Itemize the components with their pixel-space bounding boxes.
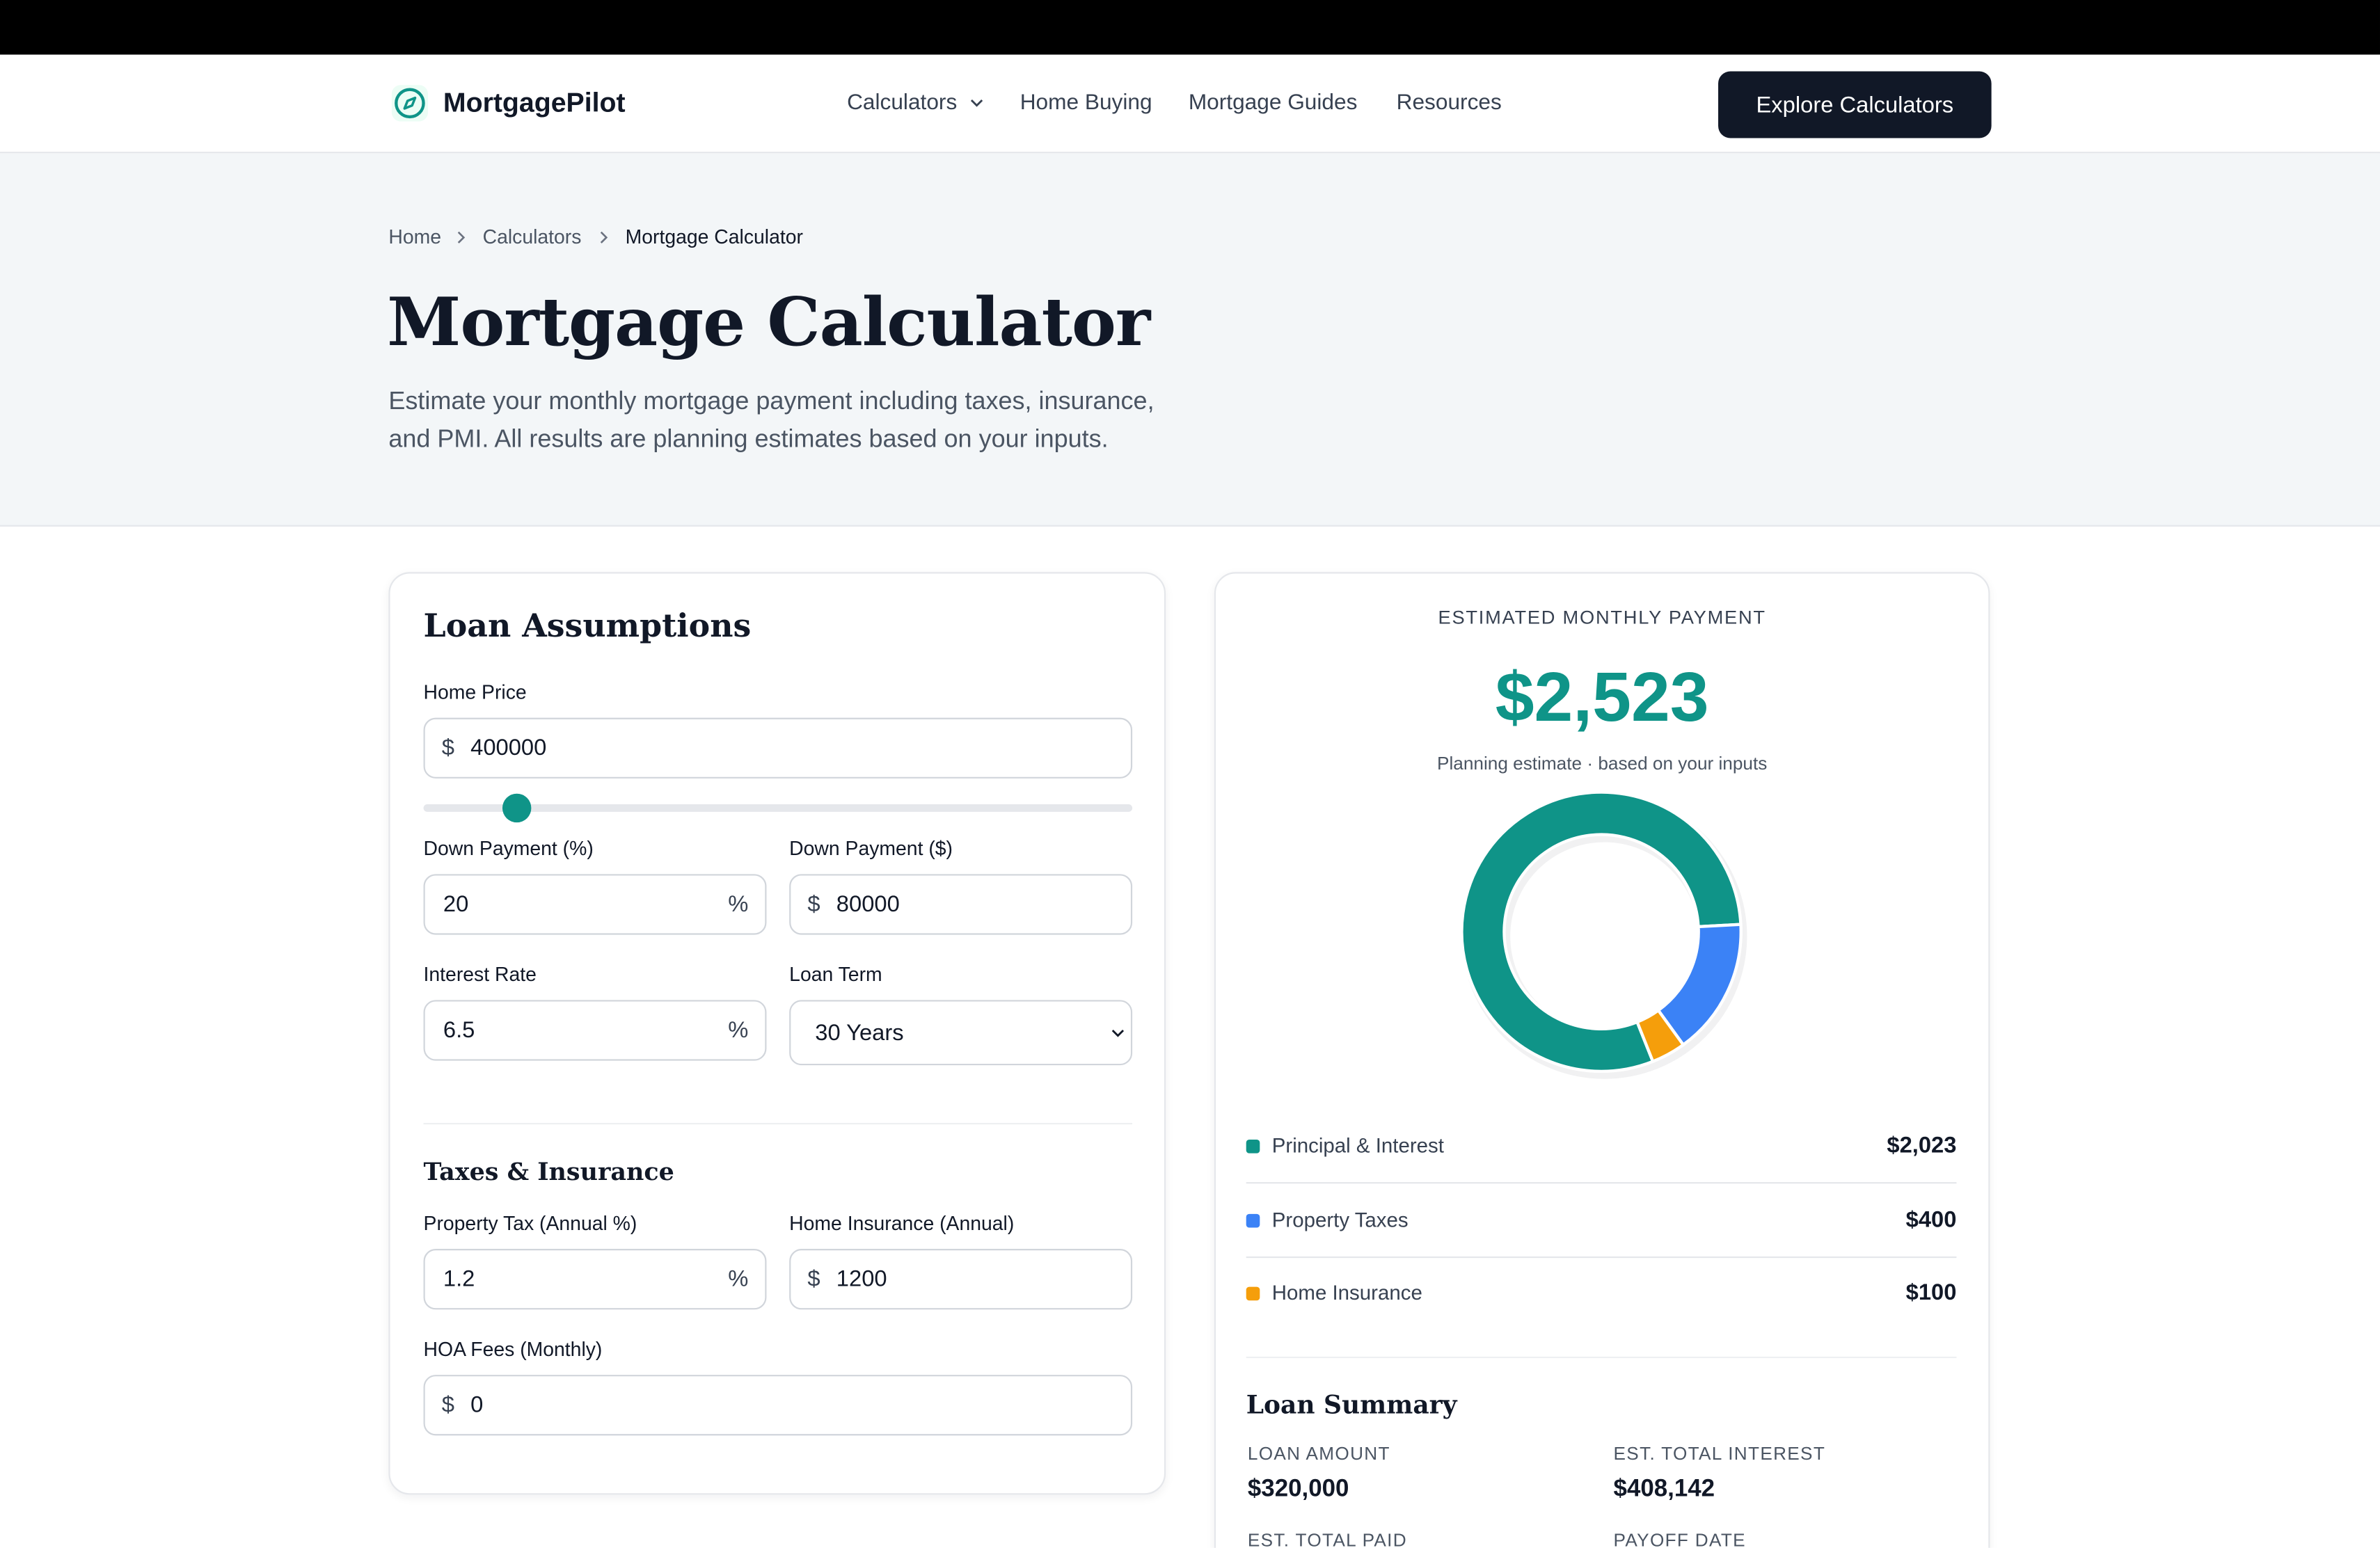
input-prefix: $ <box>441 1392 454 1419</box>
description: and PMI. All results are planning estima… <box>388 425 1109 454</box>
field-label: Interest Rate <box>423 962 537 986</box>
breadcrumb-link[interactable]: Home <box>388 225 442 248</box>
legend-row: Home Insurance $100 <box>1246 1256 1957 1330</box>
cta-button[interactable]: Explore Calculators <box>1718 71 1992 138</box>
input-value: 6.5 <box>443 1017 475 1044</box>
input-prefix: $ <box>807 891 820 918</box>
summary-label: EST. TOTAL INTEREST <box>1613 1443 1826 1465</box>
summary-label: LOAN AMOUNT <box>1247 1443 1390 1465</box>
result-label: ESTIMATED MONTHLY PAYMENT <box>1438 607 1766 628</box>
brand[interactable]: MortgagePilot <box>443 87 626 118</box>
input-value: 80000 <box>836 891 900 918</box>
summary-label: EST. TOTAL PAID <box>1247 1529 1407 1548</box>
field-label: Down Payment (%) <box>423 836 594 860</box>
input-value: 1.2 <box>443 1266 475 1293</box>
summary-value: $408,142 <box>1613 1476 1715 1503</box>
input-value: 0 <box>470 1392 484 1419</box>
description: Estimate your monthly mortgage payment i… <box>388 388 1155 415</box>
text-input[interactable]: $0 <box>423 1375 1133 1436</box>
field-label: Loan Term <box>789 962 882 986</box>
text-input[interactable]: 6.5% <box>423 1000 767 1061</box>
legend-value: $100 <box>1905 1279 1957 1306</box>
result-note: Planning estimate · based on your inputs <box>1437 752 1768 774</box>
input-value: 20 <box>443 891 469 918</box>
input-suffix: % <box>728 1266 749 1293</box>
input-value: 30 Years <box>815 1019 904 1046</box>
result-amount: $2,523 <box>1495 657 1709 736</box>
input-suffix: % <box>728 891 749 918</box>
legend-label: Principal & Interest <box>1271 1134 1444 1158</box>
page-title: Mortgage Calculator <box>387 284 1150 362</box>
divider <box>1246 1356 1957 1359</box>
text-input[interactable]: $1200 <box>789 1249 1133 1310</box>
breadcrumb-current: Mortgage Calculator <box>625 225 803 248</box>
input-value: 400000 <box>470 735 547 761</box>
input-value: 1200 <box>836 1266 887 1293</box>
hero <box>0 153 2380 527</box>
select-chevron <box>1111 1029 1125 1037</box>
donut-segment[interactable] <box>1635 1008 1685 1064</box>
slider-thumb[interactable] <box>502 793 532 823</box>
breadcrumb-sep <box>457 231 466 244</box>
legend-label: Property Taxes <box>1271 1208 1409 1231</box>
legend-value: $2,023 <box>1887 1133 1957 1159</box>
text-input[interactable]: $80000 <box>789 874 1133 935</box>
input-prefix: $ <box>441 735 454 761</box>
field-label: HOA Fees (Monthly) <box>423 1337 603 1361</box>
summary-value: $320,000 <box>1247 1476 1349 1503</box>
text-input[interactable]: 1.2% <box>423 1249 767 1310</box>
legend-row: Principal & Interest $2,023 <box>1246 1109 1957 1184</box>
input-prefix: $ <box>807 1266 820 1293</box>
legend-value: $400 <box>1905 1206 1957 1233</box>
section-title: Taxes & Insurance <box>423 1157 674 1186</box>
breadcrumb-sep <box>600 231 608 244</box>
dropdown-chevron <box>970 99 983 107</box>
nav-link[interactable]: Resources <box>1396 90 1502 115</box>
nav-link[interactable]: Calculators <box>847 90 958 115</box>
logo-icon[interactable] <box>391 85 429 122</box>
legend-label: Home Insurance <box>1271 1281 1422 1304</box>
nav-link[interactable]: Mortgage Guides <box>1188 90 1358 115</box>
field-label: Down Payment ($) <box>789 836 953 860</box>
input-suffix: % <box>728 1017 749 1044</box>
field-label: Home Insurance (Annual) <box>789 1211 1015 1235</box>
slider-track[interactable] <box>423 804 1133 812</box>
donut-segment[interactable] <box>1460 790 1743 1073</box>
field-label: Property Tax (Annual %) <box>423 1211 637 1235</box>
nav-link[interactable]: Home Buying <box>1020 90 1152 115</box>
summary-title: Loan Summary <box>1246 1390 1457 1420</box>
donut-chart <box>1460 790 1747 1079</box>
legend-swatch <box>1246 1140 1260 1154</box>
top-bar <box>0 0 2380 55</box>
text-input[interactable]: $400000 <box>423 717 1133 779</box>
text-input[interactable]: 20% <box>423 874 767 935</box>
legend-swatch <box>1246 1213 1260 1227</box>
field-label: Home Price <box>423 680 527 703</box>
breadcrumb-link[interactable]: Calculators <box>482 225 582 248</box>
divider <box>423 1123 1133 1125</box>
summary-label: PAYOFF DATE <box>1613 1529 1746 1548</box>
select[interactable]: 30 Years <box>789 1000 1133 1066</box>
card-title: Loan Assumptions <box>423 606 752 644</box>
legend-row: Property Taxes $400 <box>1246 1183 1957 1258</box>
legend-swatch <box>1246 1286 1260 1301</box>
